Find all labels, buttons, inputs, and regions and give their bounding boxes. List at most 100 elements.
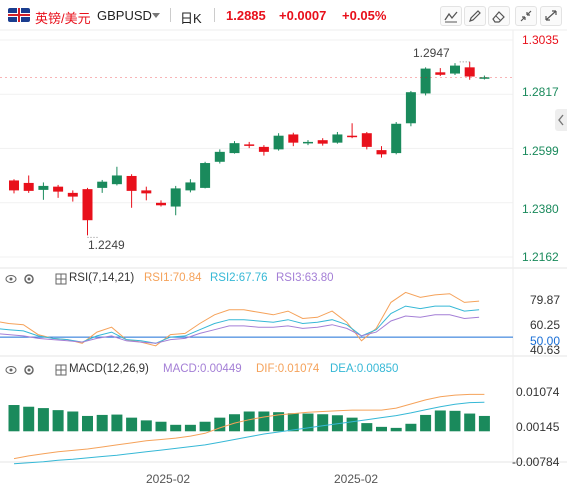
expand-icon [545, 10, 557, 21]
indicator-settings-gear-icon[interactable] [23, 273, 35, 285]
candle-body [67, 192, 78, 197]
candle-body [376, 150, 387, 155]
macd-hist-bar [23, 406, 35, 432]
indicator-button[interactable] [440, 6, 462, 26]
candle-body [170, 188, 181, 207]
rsi-y-tick: 50.00 [530, 334, 560, 348]
candle-body [97, 181, 108, 188]
candle-body [82, 189, 93, 221]
macd-hist-bar [184, 424, 196, 432]
candle-body [53, 186, 64, 192]
chart-settings-icon [444, 11, 458, 23]
macd-hist-bar [155, 421, 167, 432]
macd-hist-bar [214, 417, 226, 432]
rsi-series-line [0, 305, 480, 344]
eraser-icon [492, 11, 505, 23]
chevron-left-icon [558, 114, 564, 126]
clear-drawings-button[interactable] [488, 6, 510, 26]
rsi1-legend: RSI1:70.84 [144, 272, 202, 284]
y-tick-label: 1.2162 [522, 250, 559, 264]
dif-legend: DIF:0.01074 [256, 363, 320, 375]
candle-body [450, 65, 460, 74]
macd-hist-bar [273, 412, 285, 432]
low-annotation: 1.2249 [88, 238, 125, 252]
indicator-menu-icon[interactable] [55, 273, 67, 285]
macd-hist-bar [464, 413, 476, 432]
dea-legend: DEA:0.00850 [330, 363, 399, 375]
macd-hist-bar [96, 414, 108, 432]
pencil-icon [469, 10, 481, 22]
candle-body [405, 92, 416, 124]
candle-body [38, 185, 49, 190]
candle-body [420, 68, 431, 94]
macd-hist-bar [52, 410, 64, 432]
candle-body [229, 143, 240, 154]
candle-body [156, 202, 166, 206]
macd-hist-bar [434, 410, 446, 432]
macd-y-tick: 0.01074 [516, 385, 560, 399]
collapse-panel-button[interactable] [555, 109, 567, 131]
candle-body [391, 123, 402, 154]
candle-body [141, 190, 152, 194]
macd-hist-bar [8, 405, 20, 432]
rsi-series-line [0, 314, 480, 344]
rsi-y-tick: 60.25 [530, 318, 560, 332]
price-change-percent: +0.05% [342, 8, 387, 23]
macd-hist-bar [170, 424, 182, 432]
x-tick-label: 2025-02 [146, 472, 190, 486]
symbol-code[interactable]: GBPUSD [97, 8, 152, 23]
shrink-icon [520, 10, 532, 22]
macd-legend: MACD:0.00449 [163, 363, 242, 375]
macd-hist-bar [258, 411, 270, 432]
candle-body [303, 141, 313, 144]
hide-indicator-eye-icon[interactable] [5, 364, 17, 376]
candle-body [317, 140, 328, 144]
macd-series-line [13, 401, 485, 465]
macd-hist-bar [67, 411, 79, 432]
candle-body [479, 77, 490, 79]
candle-body [200, 163, 211, 188]
draw-tool-button[interactable] [464, 6, 486, 26]
macd-hist-bar [331, 415, 343, 432]
macd-hist-bar [478, 415, 490, 432]
candle-body [332, 134, 343, 143]
fullscreen-button[interactable] [540, 6, 562, 26]
y-tick-label: 1.3035 [522, 33, 559, 47]
macd-y-tick: 0.00145 [516, 420, 560, 434]
y-tick-label: 1.2599 [522, 144, 559, 158]
y-tick-label: 1.2380 [522, 202, 559, 216]
hide-indicator-eye-icon[interactable] [5, 273, 17, 285]
rsi-series-line [0, 291, 480, 347]
rsi-title: RSI(7,14,21) [69, 272, 135, 284]
candle-body [23, 182, 34, 191]
macd-hist-bar [111, 414, 123, 432]
indicator-settings-gear-icon[interactable] [23, 364, 35, 376]
interval-selector[interactable]: 日K [180, 11, 202, 26]
rsi-lines [0, 291, 513, 347]
symbol-dropdown-chevron-icon[interactable] [152, 13, 160, 19]
rsi-y-tick: 79.87 [530, 293, 560, 307]
gbp-usd-flag-icon [8, 8, 30, 22]
candlesticks [0, 61, 513, 238]
macd-hist-bar [376, 426, 387, 432]
macd-hist-bar [346, 417, 358, 432]
macd-series-line [13, 393, 485, 460]
macd-hist-bar [302, 413, 314, 432]
divider [170, 8, 171, 22]
candle-body [9, 180, 19, 191]
indicator-menu-icon[interactable] [55, 364, 67, 376]
macd-hist-bar [37, 408, 49, 432]
x-tick-label: 2025-02 [334, 472, 378, 486]
rsi2-legend: RSI2:67.76 [210, 272, 268, 284]
candle-body [273, 135, 284, 150]
divider [214, 8, 215, 22]
symbol-name[interactable]: 英镑/美元 [35, 11, 91, 26]
macd-hist-bar [405, 423, 417, 432]
fullscreen-exit-button[interactable] [515, 6, 537, 26]
candle-body [126, 175, 137, 191]
candle-body [464, 67, 475, 77]
macd-hist-bar [361, 423, 373, 432]
candle-body [435, 72, 446, 75]
candle-body [244, 144, 255, 146]
